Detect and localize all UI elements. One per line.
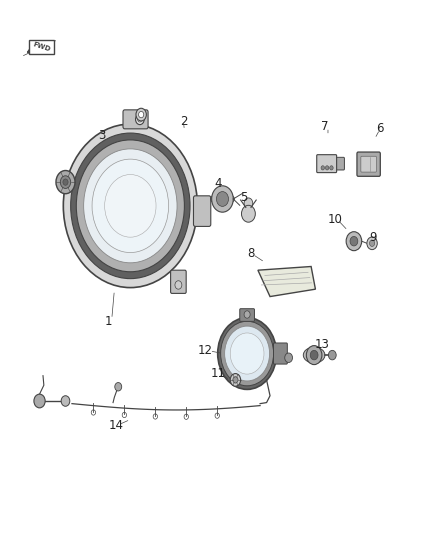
Polygon shape — [258, 266, 315, 296]
Text: 10: 10 — [328, 213, 343, 225]
Circle shape — [135, 114, 144, 125]
Circle shape — [218, 318, 276, 390]
FancyBboxPatch shape — [194, 196, 211, 227]
Circle shape — [328, 350, 336, 360]
Circle shape — [63, 179, 68, 185]
Text: FWD: FWD — [32, 42, 51, 53]
Ellipse shape — [211, 193, 234, 205]
Text: 11: 11 — [211, 367, 226, 380]
Circle shape — [350, 237, 358, 246]
Circle shape — [225, 326, 270, 381]
Text: 5: 5 — [240, 191, 248, 205]
FancyBboxPatch shape — [317, 155, 337, 173]
Circle shape — [230, 374, 240, 386]
Text: 3: 3 — [98, 129, 105, 142]
Circle shape — [212, 186, 233, 212]
Text: 2: 2 — [180, 115, 187, 128]
FancyBboxPatch shape — [273, 343, 287, 364]
Text: 13: 13 — [314, 338, 329, 351]
FancyBboxPatch shape — [335, 157, 344, 170]
Circle shape — [244, 198, 253, 208]
Circle shape — [306, 345, 322, 365]
Circle shape — [370, 240, 374, 246]
Text: 12: 12 — [198, 344, 213, 358]
Circle shape — [321, 166, 325, 170]
Text: 4: 4 — [214, 176, 222, 190]
Ellipse shape — [304, 347, 325, 363]
Circle shape — [136, 108, 146, 121]
Text: 9: 9 — [369, 231, 376, 244]
FancyBboxPatch shape — [240, 309, 254, 321]
Circle shape — [71, 133, 190, 279]
Circle shape — [367, 237, 377, 249]
Circle shape — [92, 159, 169, 253]
Circle shape — [64, 124, 198, 288]
Circle shape — [221, 321, 274, 386]
Circle shape — [346, 232, 362, 251]
Circle shape — [105, 174, 156, 237]
FancyBboxPatch shape — [123, 110, 148, 129]
Circle shape — [241, 205, 255, 222]
Text: 7: 7 — [321, 120, 328, 133]
Circle shape — [244, 311, 250, 318]
Text: 14: 14 — [109, 419, 124, 432]
FancyBboxPatch shape — [171, 270, 186, 293]
Circle shape — [325, 166, 329, 170]
Circle shape — [56, 171, 75, 193]
Text: 8: 8 — [248, 247, 255, 260]
Circle shape — [60, 176, 71, 189]
Circle shape — [138, 117, 142, 122]
Circle shape — [76, 140, 184, 272]
Text: 1: 1 — [105, 316, 113, 328]
Circle shape — [330, 166, 333, 170]
Circle shape — [175, 281, 182, 289]
Text: 6: 6 — [376, 122, 384, 135]
FancyBboxPatch shape — [357, 152, 380, 176]
FancyBboxPatch shape — [29, 40, 54, 54]
Circle shape — [61, 395, 70, 406]
Circle shape — [34, 394, 45, 408]
Circle shape — [233, 377, 238, 383]
Circle shape — [84, 149, 177, 263]
Circle shape — [138, 111, 144, 118]
FancyBboxPatch shape — [361, 156, 376, 172]
Circle shape — [230, 333, 264, 374]
Circle shape — [115, 383, 122, 391]
Circle shape — [310, 350, 318, 360]
Circle shape — [216, 191, 229, 206]
Circle shape — [285, 353, 293, 362]
